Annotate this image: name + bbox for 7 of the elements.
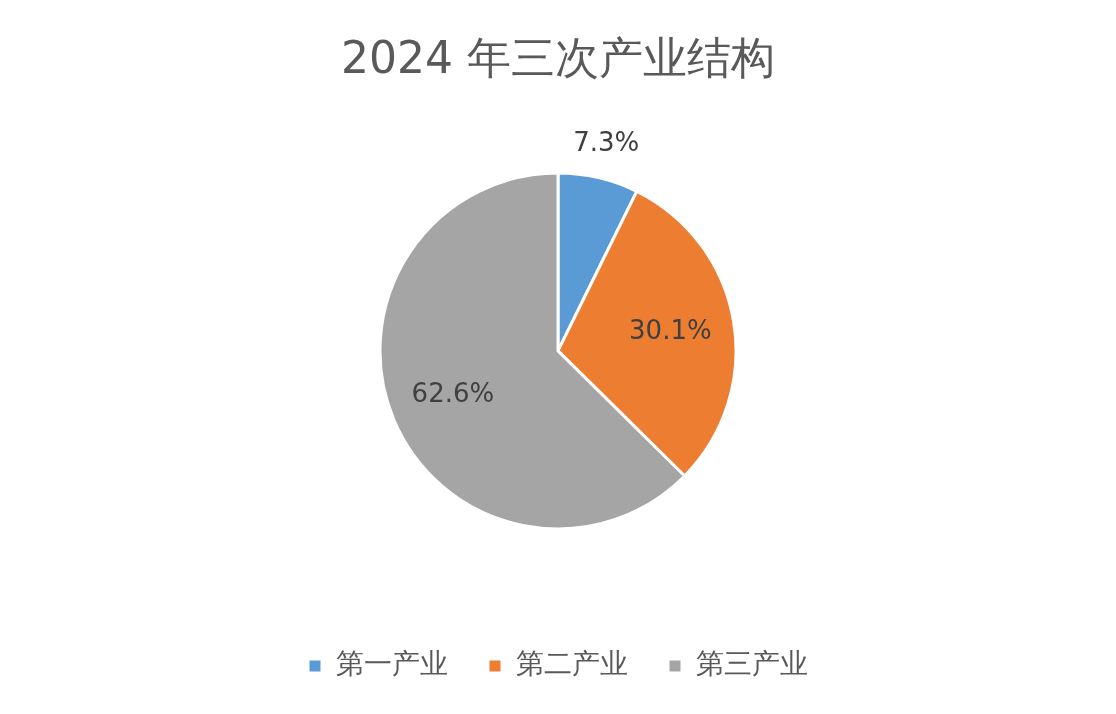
- legend-label: 第二产业: [516, 647, 628, 681]
- data-label: 62.6%: [411, 377, 495, 408]
- data-label: 30.1%: [629, 314, 712, 345]
- data-label: 7.3%: [573, 127, 640, 158]
- legend-label: 第一产业: [336, 647, 448, 681]
- legend-label: 第三产业: [696, 647, 808, 681]
- chart-title: 2024 年三次产业结构: [341, 31, 775, 83]
